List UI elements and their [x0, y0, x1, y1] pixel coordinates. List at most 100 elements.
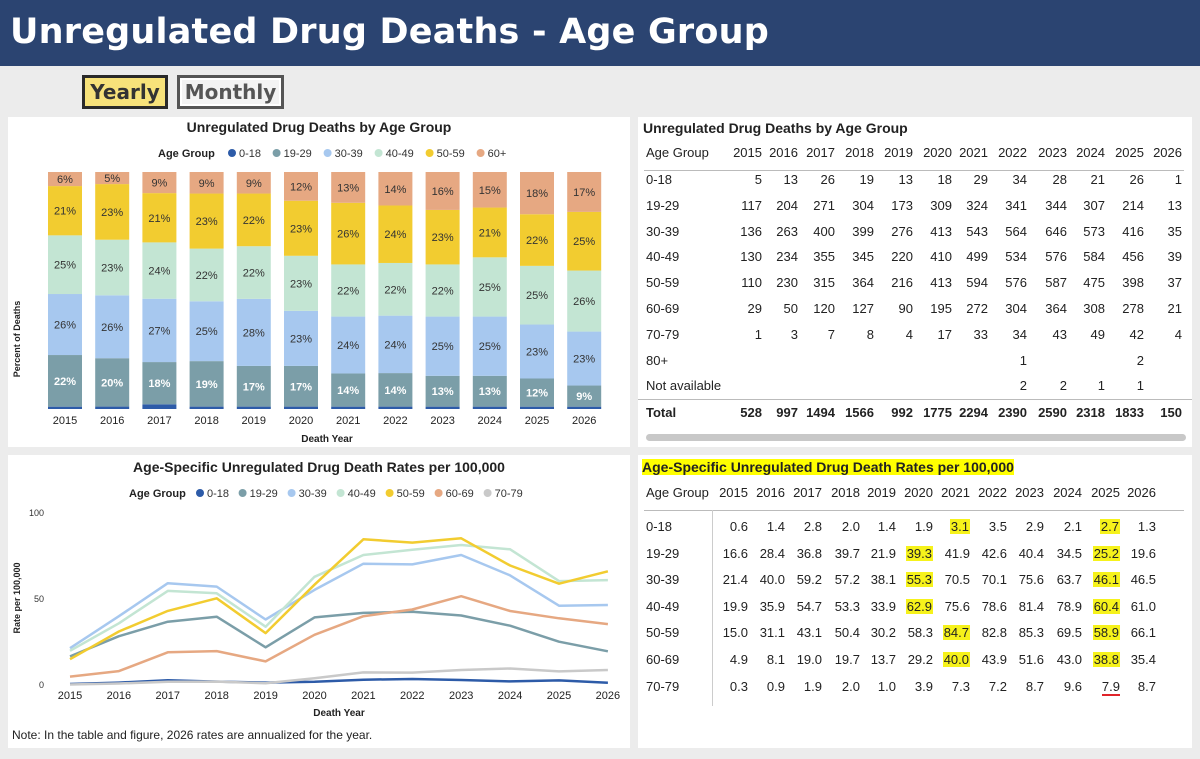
- legend-marker-0-18: [228, 149, 236, 157]
- bar-19-29-2018: [189, 361, 224, 407]
- bar-0-18-2023: [425, 406, 460, 409]
- bar-label-19-29-2019: 17%: [243, 381, 265, 393]
- bar-19-29-2020: [284, 365, 318, 407]
- bar-40-49-2024: [472, 257, 507, 317]
- table-cell: 324: [966, 197, 988, 213]
- y-tick-100: 100: [29, 508, 44, 518]
- bar-label-50-59-2019: 22%: [243, 215, 265, 227]
- bar-label-60plus-2022: 14%: [384, 184, 406, 196]
- table-cell: 29: [747, 301, 762, 316]
- rates-table-title-text: Age-Specific Unregulated Drug Death Rate…: [642, 459, 1014, 475]
- table-row: 40-49 130 234 355 345 220 410 499 534 576 584 456 39: [638, 244, 1192, 270]
- table-cell: 341: [1005, 197, 1027, 213]
- table-cell: 19.9: [722, 598, 748, 614]
- table-cell: 61.0: [1130, 598, 1156, 614]
- stacked-chart-panel: Unregulated Drug Deaths by Age Group Age…: [8, 117, 630, 447]
- table-cell: 475: [1083, 275, 1105, 291]
- row-label: 0-18: [646, 519, 673, 534]
- table-cell: 345: [852, 249, 874, 265]
- table-cell: 456: [1122, 249, 1144, 265]
- table-cell: 271: [813, 197, 835, 213]
- table-cell: 992: [891, 405, 913, 421]
- bar-30-39-2017: [142, 298, 177, 363]
- legend-label-0-18: 0-18: [239, 148, 261, 160]
- table-cell: 1: [754, 326, 762, 342]
- x-tick-2023: 2023: [430, 415, 454, 427]
- bar-label-40-49-2024: 25%: [479, 282, 501, 294]
- table-cell: 0.3: [729, 678, 748, 694]
- table-cell: 307: [1083, 197, 1105, 213]
- monthly-button[interactable]: Monthly: [177, 75, 284, 109]
- counts-table-panel: Unregulated Drug Deaths by Age Group Age…: [638, 117, 1192, 447]
- bar-60plus-2026: [567, 172, 602, 212]
- bar-30-39-2019: [236, 298, 271, 366]
- table-cell: 58.9: [1092, 625, 1120, 641]
- line-legend-marker-19-29: [238, 489, 247, 497]
- column-header-2018: 2018: [831, 485, 860, 500]
- row-label: 0-18: [646, 172, 673, 187]
- column-header-2020: 2020: [923, 145, 952, 160]
- table-cell: 2.7: [1099, 519, 1120, 534]
- table-cell: 2: [1136, 352, 1144, 368]
- bar-label-50-59-2024: 21%: [479, 227, 501, 239]
- column-header-2024: 2024: [1053, 485, 1082, 500]
- line-x-tick-2016: 2016: [107, 690, 131, 702]
- column-header-2015: 2015: [733, 145, 762, 160]
- table-cell: 1.0: [877, 678, 896, 694]
- bar-19-29-2025: [520, 378, 554, 407]
- yearly-button[interactable]: Yearly: [82, 75, 168, 109]
- column-header-2020: 2020: [904, 485, 933, 500]
- row-label: 50-59: [646, 625, 680, 641]
- table-cell: 1: [1174, 172, 1182, 187]
- bar-0-18-2016: [95, 406, 130, 409]
- bar-label-30-39-2018: 25%: [196, 326, 218, 338]
- table-cell: 308: [1083, 301, 1105, 316]
- table-cell: 204: [776, 197, 798, 213]
- table-cell: 576: [1045, 249, 1067, 265]
- table-cell: 7.2: [988, 678, 1007, 694]
- horizontal-scrollbar[interactable]: [646, 434, 1186, 441]
- row-label: 30-39: [646, 572, 680, 588]
- table-cell: 7.9: [1101, 678, 1120, 696]
- table-cell: 2.1: [1063, 519, 1082, 534]
- bar-50-59-2026: [567, 211, 602, 271]
- table-cell: 127: [852, 301, 874, 316]
- header-divider: [644, 510, 1184, 511]
- column-header-2016: 2016: [756, 485, 785, 500]
- bar-50-59-2020: [284, 200, 318, 256]
- legend-label-19-29: 19-29: [284, 148, 312, 160]
- table-cell: 60.4: [1092, 598, 1120, 614]
- table-cell: 528: [740, 405, 762, 421]
- table-cell: 1.3: [1137, 519, 1156, 534]
- table-cell: 19.6: [1130, 545, 1156, 561]
- table-cell: 173: [891, 197, 913, 213]
- column-header-2025: 2025: [1091, 485, 1120, 500]
- stacked-chart-title: Unregulated Drug Deaths by Age Group: [187, 119, 452, 135]
- table-cell: 0.9: [766, 678, 785, 694]
- column-header-age-group: Age Group: [646, 485, 709, 500]
- bar-19-29-2023: [425, 375, 460, 407]
- table-row: 60-69 29 50 120 127 90 195 272 304 364 308 278 21: [638, 296, 1192, 322]
- column-header-2017: 2017: [806, 145, 835, 160]
- table-cell: 399: [852, 223, 874, 239]
- table-cell: 42: [1129, 326, 1144, 342]
- table-cell: 62.9: [905, 598, 933, 614]
- bar-60plus-2017: [142, 172, 177, 194]
- table-row: 50-59 15.0 31.1 43.1 50.4 30.2 58.3 84.7 82.8 85.…: [638, 620, 1192, 646]
- table-cell: 8.7: [1137, 678, 1156, 694]
- bar-50-59-2022: [378, 205, 413, 263]
- bar-label-60plus-2019: 9%: [246, 178, 262, 190]
- legend-marker-19-29: [272, 149, 281, 157]
- page-title: Unregulated Drug Deaths - Age Group: [10, 12, 769, 52]
- table-cell: 69.5: [1056, 625, 1082, 641]
- bar-50-59-2016: [95, 184, 130, 240]
- line-x-tick-2015: 2015: [58, 690, 82, 702]
- bar-19-29-2015: [48, 355, 82, 407]
- bar-30-39-2022: [378, 315, 413, 374]
- column-header-2023: 2023: [1015, 485, 1044, 500]
- table-cell: 997: [776, 405, 798, 421]
- bar-19-29-2026: [567, 385, 602, 407]
- table-header-row: Age Group 2015 2016 2017 2018 2019 2020 2021 202…: [638, 140, 1192, 166]
- table-cell: 1: [1097, 378, 1105, 394]
- column-header-2017: 2017: [793, 485, 822, 500]
